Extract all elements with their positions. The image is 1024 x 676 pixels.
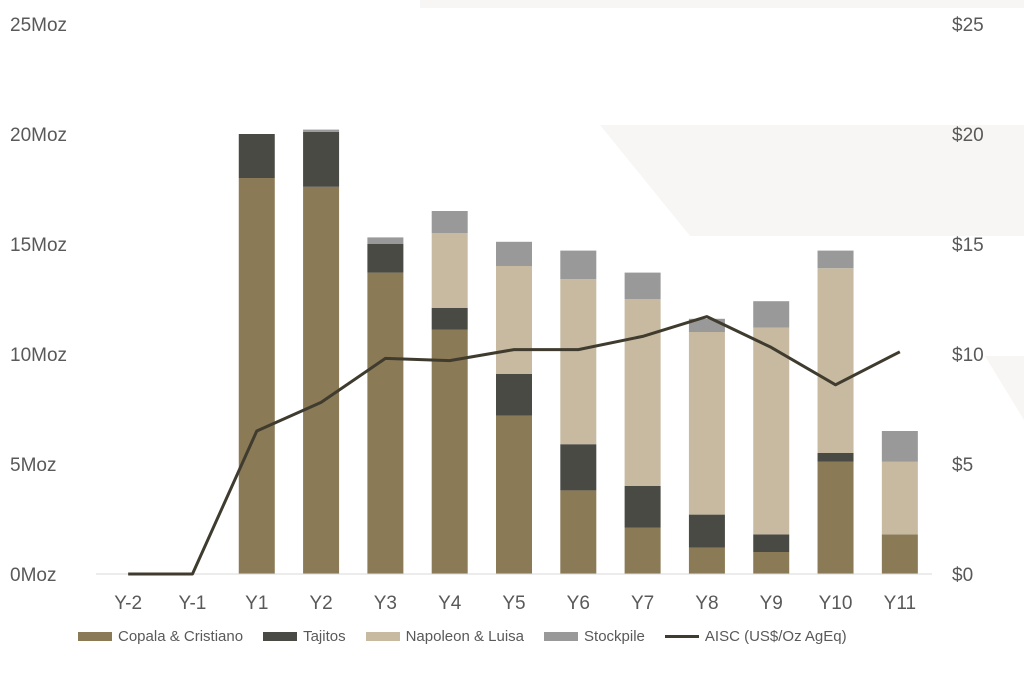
bar-segment xyxy=(303,131,340,187)
x-axis-category: Y9 xyxy=(760,593,783,614)
bar-segment xyxy=(560,250,597,280)
legend-label-stockpile: Stockpile xyxy=(584,628,645,645)
left-axis-tick: 25Moz xyxy=(10,15,67,36)
legend-item-napoleon: Napoleon & Luisa xyxy=(365,628,525,645)
bar-segment xyxy=(624,527,661,574)
legend-item-aisc: AISC (US$/Oz AgEq) xyxy=(664,628,847,645)
decor-band-top xyxy=(420,0,1024,8)
left-axis-tick: 10Moz xyxy=(10,345,67,366)
legend-swatch-aisc xyxy=(664,635,699,638)
legend-label-tajitos: Tajitos xyxy=(303,628,346,645)
bar-segment xyxy=(367,237,404,244)
bar-segment xyxy=(238,178,275,574)
x-axis-category: Y5 xyxy=(502,593,525,614)
right-axis-tick: $20 xyxy=(952,125,984,146)
bar-segment xyxy=(560,279,597,445)
x-axis-category: Y4 xyxy=(438,593,462,614)
legend: Copala & Cristiano Tajitos Napoleon & Lu… xyxy=(78,628,847,645)
legend-item-stockpile: Stockpile xyxy=(544,628,645,645)
bar-segment xyxy=(688,547,725,574)
right-axis-tick: $0 xyxy=(952,565,973,586)
x-axis-category: Y8 xyxy=(695,593,718,614)
legend-swatch-napoleon xyxy=(365,632,400,641)
bar-segment xyxy=(496,415,532,574)
bar-segment xyxy=(753,534,790,552)
right-axis-tick: $5 xyxy=(952,455,973,476)
bar-segment xyxy=(753,327,790,535)
legend-item-tajitos: Tajitos xyxy=(263,628,346,645)
x-axis-categories: Y-2 Y-1 Y1 Y2 Y3 Y4 Y5 Y6 Y7 Y8 Y9 Y10 Y11 xyxy=(114,593,916,614)
bar-segment xyxy=(431,329,468,574)
legend-label-aisc: AISC (US$/Oz AgEq) xyxy=(704,628,847,645)
right-axis-tick: $10 xyxy=(952,345,984,366)
bar-segment xyxy=(431,233,468,308)
bar-segment xyxy=(817,453,854,462)
bar-segment xyxy=(496,266,532,374)
x-axis-category: Y3 xyxy=(374,593,397,614)
bar-segment xyxy=(881,461,918,535)
bars xyxy=(238,129,918,575)
decor-band-middle xyxy=(600,125,1024,236)
legend-label-napoleon: Napoleon & Luisa xyxy=(405,628,525,645)
left-axis-tick: 15Moz xyxy=(10,235,67,256)
right-axis: $0 $5 $10 $15 $20 $25 xyxy=(952,15,984,586)
x-axis-category: Y6 xyxy=(567,593,590,614)
x-axis-category: Y7 xyxy=(631,593,654,614)
aisc-line xyxy=(128,315,901,576)
bar-segment xyxy=(496,373,532,416)
background-decor xyxy=(420,0,1024,420)
right-axis-tick: $15 xyxy=(952,235,984,256)
left-axis-tick: 0Moz xyxy=(10,565,56,586)
legend-swatch-stockpile xyxy=(544,632,579,641)
left-axis: 0Moz 5Moz 10Moz 15Moz 20Moz 25Moz xyxy=(10,15,67,586)
bar-segment xyxy=(238,134,275,178)
bar-segment xyxy=(817,250,854,269)
bar-segment xyxy=(303,129,340,132)
x-axis-category: Y1 xyxy=(245,593,268,614)
x-axis-category: Y11 xyxy=(884,593,916,614)
decor-band-right xyxy=(985,356,1024,420)
bar-segment xyxy=(881,534,918,574)
right-axis-tick: $25 xyxy=(952,15,984,36)
left-axis-tick: 5Moz xyxy=(10,455,56,476)
bar-segment xyxy=(881,431,918,462)
x-axis-category: Y-2 xyxy=(114,593,142,614)
bar-segment xyxy=(753,552,790,574)
bar-segment xyxy=(367,272,404,574)
left-axis-tick: 20Moz xyxy=(10,125,67,146)
x-axis-category: Y-1 xyxy=(179,593,207,614)
bar-segment xyxy=(560,490,597,574)
bar-segment xyxy=(688,514,725,548)
bar-segment xyxy=(817,461,854,574)
x-axis-category: Y10 xyxy=(819,593,853,614)
bar-segment xyxy=(624,272,661,299)
bar-segment xyxy=(817,268,854,453)
bar-segment xyxy=(303,186,340,575)
x-axis-category: Y2 xyxy=(309,593,332,614)
legend-swatch-copala xyxy=(78,632,112,641)
legend-label-copala: Copala & Cristiano xyxy=(118,628,244,645)
aisc-line-series xyxy=(128,315,901,576)
bar-segment xyxy=(688,332,725,515)
bar-segment xyxy=(624,486,661,528)
bar-segment xyxy=(560,444,597,491)
legend-item-copala: Copala & Cristiano xyxy=(78,628,243,645)
legend-swatch-tajitos xyxy=(263,632,298,641)
bar-segment xyxy=(753,301,790,328)
bar-segment xyxy=(431,307,468,330)
bar-segment xyxy=(624,299,661,486)
bar-segment xyxy=(431,211,468,233)
bar-segment xyxy=(367,244,404,273)
bar-segment xyxy=(496,241,532,266)
